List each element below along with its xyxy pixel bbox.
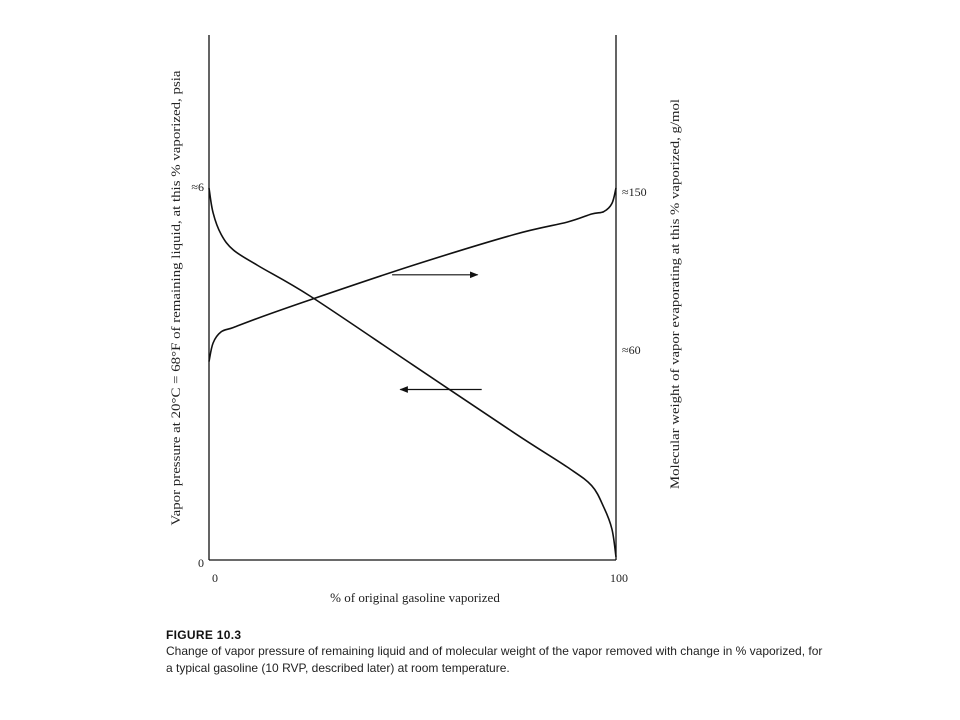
right-axis-title: Molecular weight of vapor evaporating at… xyxy=(667,99,682,489)
figure-caption: FIGURE 10.3 Change of vapor pressure of … xyxy=(166,627,826,677)
figure-caption-text: Change of vapor pressure of remaining li… xyxy=(166,644,823,675)
figure-label: FIGURE 10.3 xyxy=(166,628,242,642)
tick-labels: 0 100 0 ≈6 ≈60 ≈150 xyxy=(191,180,646,585)
series-line-right-axis xyxy=(208,187,617,362)
left-tick-label-6: ≈6 xyxy=(191,180,204,194)
right-tick-label-60: ≈60 xyxy=(622,343,641,357)
arrow-layer xyxy=(392,271,482,393)
left-tick-label-0: 0 xyxy=(198,556,204,570)
axes xyxy=(208,35,617,561)
x-axis-title: % of original gasoline vaporized xyxy=(330,590,500,605)
left-axis-title: Vapor pressure at 20°C = 68°F of remaini… xyxy=(168,70,183,525)
x-tick-label-0: 0 xyxy=(212,571,218,585)
right-tick-label-150: ≈150 xyxy=(622,185,647,199)
x-tick-label-100: 100 xyxy=(610,571,628,585)
series-layer xyxy=(208,187,617,558)
series-line-left-axis xyxy=(208,187,617,558)
